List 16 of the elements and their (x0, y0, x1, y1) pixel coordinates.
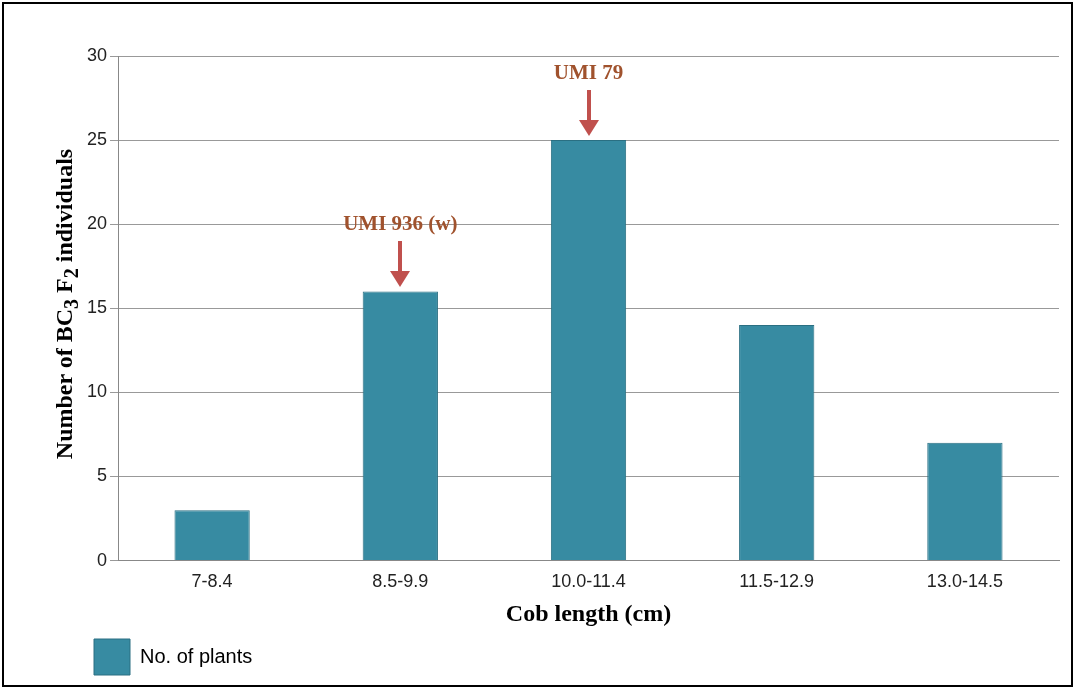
x-axis-title: Cob length (cm) (505, 599, 672, 626)
x-tick-label: 7-8.4 (191, 571, 233, 592)
annotation: UMI 79 (553, 60, 624, 85)
x-tick-label: 10.0-11.4 (551, 571, 626, 592)
x-tick-label: 8.5-9.9 (372, 571, 429, 592)
y-tick-label: 5 (97, 465, 108, 486)
y-tick-label: 30 (86, 44, 108, 65)
y-tick-label: 20 (86, 213, 108, 234)
y-tick-label: 25 (86, 129, 108, 150)
annotation: UMI 936 (w) (343, 211, 458, 236)
y-tick-label: 0 (97, 549, 108, 570)
legend-label: No. of plants (140, 644, 253, 667)
x-tick-label: 13.0-14.5 (926, 571, 1003, 592)
y-tick-label: 15 (86, 297, 108, 318)
x-tick-label: 11.5-12.9 (739, 571, 815, 592)
y-tick-label: 10 (86, 381, 108, 402)
